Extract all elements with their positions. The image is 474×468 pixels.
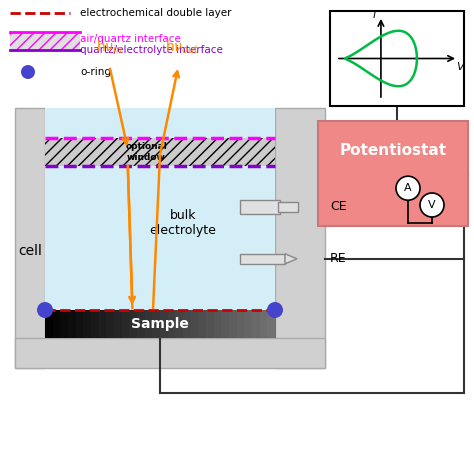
Circle shape	[420, 193, 444, 217]
Bar	[114, 310, 122, 338]
Bar	[91, 310, 99, 338]
Text: Sample: Sample	[131, 317, 189, 331]
Bar	[45, 310, 53, 338]
Text: h$\nu_{in}$: h$\nu_{in}$	[96, 38, 123, 56]
Bar	[214, 310, 222, 338]
Bar	[83, 310, 91, 338]
Circle shape	[21, 65, 35, 79]
Bar	[129, 310, 137, 338]
Circle shape	[37, 302, 53, 318]
Text: V: V	[428, 200, 436, 210]
Bar	[122, 310, 130, 338]
Text: quartz/electrolyte interface: quartz/electrolyte interface	[80, 45, 223, 55]
Text: optional
window: optional window	[125, 142, 167, 162]
Bar	[106, 310, 115, 338]
Circle shape	[267, 302, 283, 318]
Bar	[10, 32, 80, 50]
Text: o-ring: o-ring	[80, 67, 111, 77]
Bar	[278, 202, 298, 212]
Bar	[206, 310, 214, 338]
Bar	[240, 254, 285, 264]
Bar	[240, 200, 280, 214]
Bar	[45, 108, 275, 338]
Bar	[76, 310, 84, 338]
Bar	[160, 310, 168, 338]
Bar	[168, 310, 176, 338]
Polygon shape	[285, 254, 297, 264]
Text: bulk
electrolyte: bulk electrolyte	[150, 209, 217, 237]
Bar	[244, 310, 253, 338]
Bar	[68, 310, 76, 338]
Bar	[99, 310, 107, 338]
Text: V: V	[456, 61, 464, 72]
Bar	[237, 310, 245, 338]
Bar	[15, 338, 325, 368]
Bar	[318, 121, 468, 226]
Bar	[191, 310, 199, 338]
Bar	[260, 310, 268, 338]
Text: CE: CE	[330, 200, 346, 213]
Text: RE: RE	[330, 252, 346, 265]
Text: electrochemical double layer: electrochemical double layer	[80, 8, 231, 18]
Bar	[198, 310, 207, 338]
Bar	[145, 310, 153, 338]
Circle shape	[396, 176, 420, 200]
Text: h$\nu_{out}$: h$\nu_{out}$	[165, 38, 200, 56]
Bar	[275, 108, 325, 368]
Bar	[330, 11, 464, 106]
Bar	[137, 310, 145, 338]
Text: cell: cell	[18, 244, 42, 258]
Text: A: A	[404, 183, 412, 193]
Bar	[152, 310, 161, 338]
Bar	[175, 310, 183, 338]
Bar	[221, 310, 229, 338]
Text: Potentiostat: Potentiostat	[339, 143, 447, 158]
Bar	[53, 310, 61, 338]
Text: i: i	[373, 10, 376, 20]
Bar	[45, 138, 275, 166]
Text: air/quartz interface: air/quartz interface	[80, 34, 181, 44]
Bar	[183, 310, 191, 338]
Bar	[267, 310, 275, 338]
Bar	[229, 310, 237, 338]
Bar	[60, 310, 69, 338]
Bar	[15, 108, 45, 368]
Bar	[252, 310, 260, 338]
